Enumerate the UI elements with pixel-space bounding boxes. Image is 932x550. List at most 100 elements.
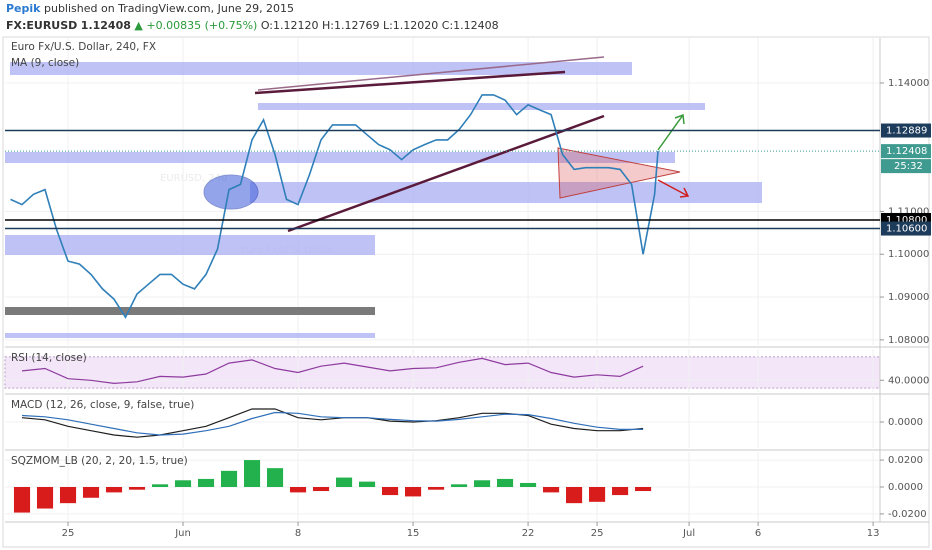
change: ▲ +0.00835 (+0.75%)	[134, 19, 258, 32]
y-tick-label: 0.0200	[888, 455, 923, 466]
bar	[451, 484, 468, 487]
y-tick-label: 1.09000	[888, 292, 929, 303]
published: published on TradingView.com, June 29, 2…	[43, 2, 295, 15]
y-tick-label: -0.0200	[888, 509, 927, 520]
arrow-up	[657, 114, 684, 151]
chart-frame	[2, 36, 930, 548]
price-label-box	[881, 144, 931, 159]
bar	[428, 487, 445, 490]
rsi-band	[4, 356, 881, 389]
y-tick-label: 1.10000	[888, 249, 929, 260]
pane-title: Euro Fx/U.S. Dollar, 240, FX	[11, 41, 156, 53]
zone	[5, 307, 375, 315]
zone	[258, 103, 705, 110]
bar	[151, 484, 169, 487]
bar	[635, 487, 652, 492]
trendline	[257, 56, 605, 91]
price-label: 1.12408	[886, 146, 927, 157]
y-tick-label: 1.11000	[888, 206, 929, 217]
arrow-head	[674, 113, 685, 125]
pane-title: RSI (14, close)	[11, 352, 87, 364]
zone	[5, 235, 375, 255]
pane-title: MACD (12, 26, close, 9, false, true)	[11, 399, 194, 411]
y-tick-label: 1.08000	[888, 335, 929, 346]
x-tick-label: Jun	[174, 528, 191, 539]
quote-line: FX:EURUSD 1.12408 ▲ +0.00835 (+0.75%) O:…	[6, 17, 926, 34]
bar	[474, 480, 491, 487]
y-tick-label: 1.14000	[888, 78, 929, 89]
low: L:1.12020	[382, 19, 439, 32]
bar	[336, 477, 353, 487]
arrow-head	[679, 187, 690, 198]
countdown-box	[881, 159, 931, 174]
background-layer: EURUSD, 240Euro Fx/U.S. Dollar	[4, 38, 881, 522]
series-line	[21, 357, 644, 385]
bar	[105, 487, 123, 493]
bar	[589, 487, 606, 502]
bar	[128, 487, 146, 490]
close: C:1.12408	[441, 19, 499, 32]
drawings	[5, 56, 762, 338]
publish-line: Pepik published on TradingView.com, June…	[6, 0, 926, 17]
y-tick-label: 0.0000	[888, 417, 923, 428]
pane-subtitle: MA (9, close)	[11, 57, 79, 69]
series-line	[10, 94, 659, 319]
x-tick-label: 25	[591, 528, 604, 539]
price-label: 1.10600	[886, 224, 927, 235]
bar	[36, 487, 54, 509]
bar	[359, 481, 376, 487]
x-tick-label: Jul	[682, 528, 695, 539]
bar	[243, 460, 261, 487]
watermark: EURUSD, 240	[160, 173, 227, 184]
zone	[5, 152, 675, 163]
bar	[612, 487, 629, 496]
bar	[405, 487, 422, 497]
x-tick-label: 6	[755, 528, 761, 539]
countdown: 25:32	[894, 161, 923, 172]
bar	[59, 487, 77, 504]
price-label-box	[881, 221, 931, 236]
high: H:1.12769	[321, 19, 380, 32]
zone	[5, 333, 375, 338]
open: O:1.12120	[260, 19, 319, 32]
bar	[543, 487, 560, 493]
highlight-ellipse	[203, 174, 259, 210]
x-tick-label: 22	[522, 528, 535, 539]
pane-title: SQZMOM_LB (20, 2, 20, 1.5, true)	[11, 455, 188, 467]
symbol: FX:EURUSD	[6, 19, 78, 32]
triangle	[557, 147, 681, 199]
price-label: 1.12889	[886, 126, 927, 137]
price-label: 1.10800	[886, 215, 927, 226]
bar	[220, 470, 238, 487]
last-price: 1.12408	[80, 19, 131, 32]
price-label-box	[881, 123, 931, 138]
bar	[312, 487, 330, 492]
x-tick-label: 25	[62, 528, 75, 539]
x-tick-label: 8	[295, 528, 301, 539]
bar	[382, 487, 399, 496]
bar	[174, 480, 192, 487]
zone	[10, 62, 632, 75]
arrow-down	[657, 179, 689, 197]
header: Pepik published on TradingView.com, June…	[6, 0, 926, 34]
series-line	[21, 408, 644, 438]
bar	[82, 487, 100, 498]
trendline	[254, 70, 566, 95]
x-tick-label: 13	[867, 528, 880, 539]
bar	[566, 487, 583, 504]
x-tick-label: 15	[407, 528, 420, 539]
bar	[197, 478, 215, 487]
author[interactable]: Pepik	[6, 2, 41, 15]
data-layer: 1.14000 1.11000 1.10000 1.09000 1.08000 Euro …	[5, 38, 931, 539]
series-line	[21, 411, 644, 436]
bar	[13, 487, 31, 513]
y-tick-label: 40.0000	[888, 375, 929, 386]
bar	[497, 478, 514, 487]
bar	[289, 487, 307, 493]
bar	[520, 482, 537, 487]
trendline	[287, 114, 605, 233]
bar	[266, 468, 284, 487]
y-tick-label: 0.0000	[888, 482, 923, 493]
